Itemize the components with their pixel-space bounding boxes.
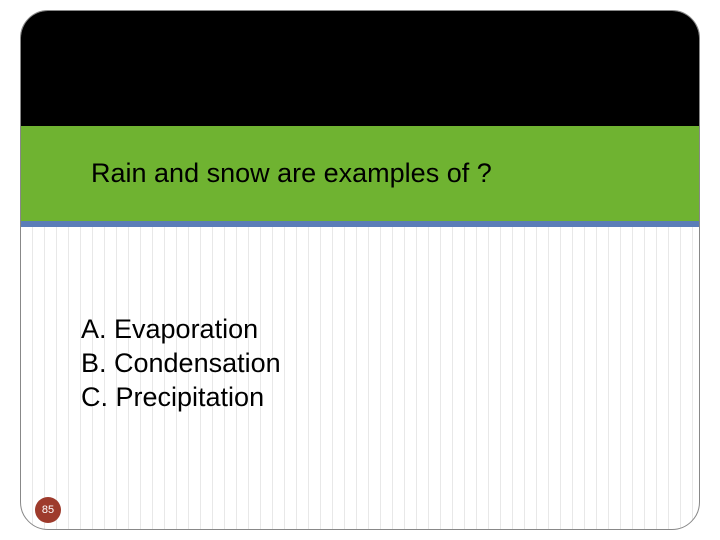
slide-container: Rain and snow are examples of ? A. Evapo… bbox=[20, 10, 700, 530]
blue-underline bbox=[21, 221, 699, 227]
options-block: A. Evaporation B. Condensation C. Precip… bbox=[81, 313, 281, 414]
title-green-band: Rain and snow are examples of ? bbox=[21, 126, 699, 221]
question-text: Rain and snow are examples of ? bbox=[91, 158, 492, 189]
option-b: B. Condensation bbox=[81, 347, 281, 381]
option-c: C. Precipitation bbox=[81, 381, 281, 415]
slide-number-text: 85 bbox=[42, 504, 54, 516]
option-a: A. Evaporation bbox=[81, 313, 281, 347]
slide-number-badge: 85 bbox=[35, 497, 61, 523]
dark-top-band bbox=[21, 11, 699, 126]
